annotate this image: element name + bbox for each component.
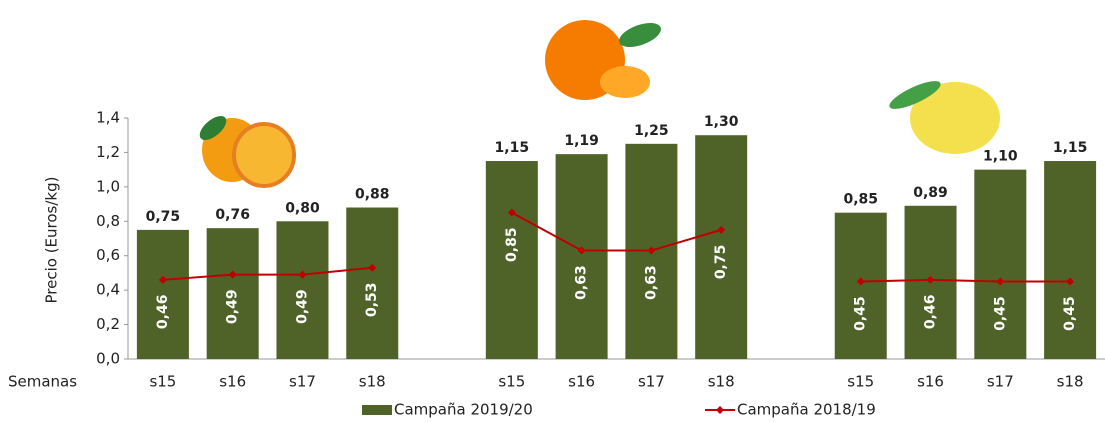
bar-value-label: 1,19 (564, 133, 599, 149)
legend-swatch (362, 405, 392, 415)
line-value-label: 0,46 (923, 295, 939, 330)
bar (556, 154, 608, 359)
y-tick-label: 1,4 (96, 109, 120, 127)
y-tick-label: 0,2 (96, 315, 120, 333)
y-axis-title: Precio (Euros/kg) (43, 177, 61, 304)
bar-value-label: 0,89 (913, 185, 948, 201)
x-tick-label: s18 (359, 373, 386, 391)
x-tick-label: s18 (708, 373, 735, 391)
bar (835, 213, 887, 359)
fruit-illustration (886, 76, 1000, 154)
bar-value-label: 0,80 (285, 200, 320, 216)
y-tick-label: 0,8 (96, 212, 120, 230)
x-tick-label: s16 (568, 373, 595, 391)
line-value-label: 0,45 (853, 296, 869, 331)
bar-value-label: 0,85 (843, 192, 878, 208)
x-tick-label: s16 (917, 373, 944, 391)
x-tick-label: s18 (1057, 373, 1084, 391)
page: Precio (Euros/kg) Semanas 0,0 0,2 0,4 0,6 0,… (0, 0, 1105, 423)
legend-swatch (716, 406, 724, 414)
x-tick-label: s17 (987, 373, 1014, 391)
bar-value-label: 1,25 (634, 123, 669, 139)
bar-value-label: 1,30 (704, 114, 739, 130)
x-tick-label: s15 (149, 373, 176, 391)
x-tick-label: s16 (219, 373, 246, 391)
line-value-label: 0,45 (992, 296, 1008, 331)
legend-label: Campaña 2019/20 (394, 401, 533, 419)
y-tick-label: 0,0 (96, 350, 120, 368)
x-tick-label: s17 (289, 373, 316, 391)
line-value-label: 0,53 (364, 282, 380, 317)
bar-value-label: 0,75 (146, 209, 181, 225)
legend-label: Campaña 2018/19 (737, 401, 876, 419)
line-value-label: 0,49 (294, 289, 310, 324)
y-tick-label: 1,0 (96, 177, 120, 195)
line-value-label: 0,75 (713, 245, 729, 280)
bar-value-label: 0,76 (215, 207, 250, 223)
line-value-label: 0,63 (643, 265, 659, 300)
bar-value-label: 0,88 (355, 187, 390, 203)
fruit-illustration (545, 18, 664, 100)
line-value-label: 0,46 (155, 295, 171, 330)
x-tick-label: s17 (638, 373, 665, 391)
y-tick-label: 1,2 (96, 143, 120, 161)
x-tick-label: s15 (847, 373, 874, 391)
line-value-label: 0,63 (574, 265, 590, 300)
x-tick-label: s15 (498, 373, 525, 391)
line-value-label: 0,49 (225, 289, 241, 324)
fruit-illustration (196, 112, 294, 186)
y-tick-label: 0,4 (96, 281, 120, 299)
x-axis-title: Semanas (8, 373, 77, 391)
bar-value-label: 1,10 (983, 149, 1018, 165)
bar-value-label: 1,15 (1053, 140, 1088, 156)
bar (137, 230, 189, 359)
line-value-label: 0,85 (504, 227, 520, 262)
line-value-label: 0,45 (1062, 296, 1078, 331)
y-tick-label: 0,6 (96, 246, 120, 264)
bar-value-label: 1,15 (495, 140, 530, 156)
chart: Precio (Euros/kg) Semanas 0,0 0,2 0,4 0,6 0,… (0, 0, 1105, 423)
